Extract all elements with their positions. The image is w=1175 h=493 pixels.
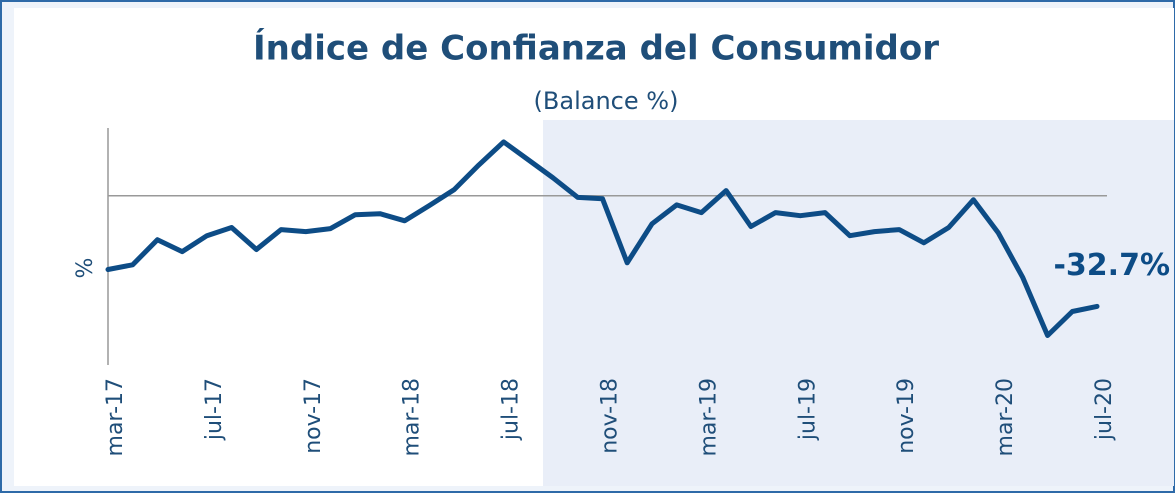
x-tick-label: jul-19 — [795, 378, 820, 441]
x-tick-label: jul-18 — [499, 378, 524, 441]
x-tick-label: mar-17 — [103, 378, 128, 456]
x-tick-label: jul-17 — [202, 378, 227, 441]
data-line — [105, 139, 1100, 338]
chart-title: Índice de Confianza del Consumidor — [253, 28, 939, 69]
x-tick-label: mar-19 — [696, 378, 721, 456]
y-axis-label: % — [73, 258, 98, 279]
x-tick-label: nov-19 — [894, 378, 919, 454]
x-tick-label: jul-20 — [1092, 378, 1117, 441]
chart-subtitle: (Balance %) — [534, 87, 679, 115]
shaded-period — [543, 120, 1174, 486]
x-tick-label: nov-17 — [301, 378, 326, 454]
x-tick-label: mar-20 — [993, 378, 1018, 456]
x-tick-label: nov-18 — [598, 378, 623, 454]
value-label: -32.7% — [1053, 248, 1170, 283]
x-tick-label: mar-18 — [400, 378, 425, 456]
